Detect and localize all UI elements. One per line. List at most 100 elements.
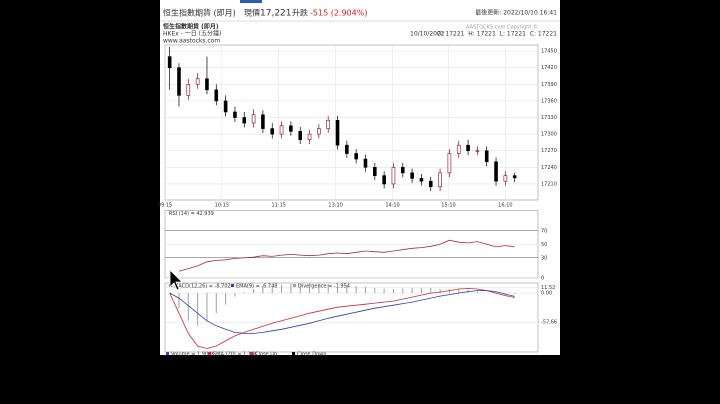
histogram-bar — [234, 293, 236, 297]
y-tick-label: 17390 — [541, 82, 557, 88]
histogram-bar — [197, 293, 199, 326]
candle-body — [270, 128, 275, 135]
y-tick-label: 17240 — [541, 165, 557, 171]
histogram-bar — [458, 289, 460, 294]
candle-body — [317, 128, 321, 135]
y-tick-label: 17300 — [541, 132, 557, 138]
candle-body — [345, 144, 349, 154]
candle-body — [233, 111, 237, 118]
candle-body — [335, 119, 340, 146]
legend-swatch — [231, 284, 234, 287]
chart-site: www.aastocks.com — [163, 38, 220, 45]
histogram-bar — [420, 288, 422, 294]
histogram-bar — [383, 288, 385, 294]
y-tick-label: 30 — [541, 255, 547, 261]
y-tick-label: 17420 — [541, 65, 557, 71]
histogram-bar — [392, 289, 394, 294]
histogram-bar — [355, 286, 357, 294]
series-line — [169, 290, 515, 334]
candle-body — [391, 167, 396, 185]
legend-label: Close Down — [297, 352, 326, 358]
legend-swatch — [166, 352, 169, 355]
y-tick-label: 50 — [541, 242, 547, 248]
candle-body — [494, 161, 498, 182]
histogram-bar — [327, 284, 329, 294]
histogram-bar — [225, 293, 227, 305]
candle-body — [326, 119, 330, 129]
candle-body — [223, 100, 228, 113]
y-tick-label: 0.00 — [541, 291, 552, 297]
tab-indicator — [240, 0, 262, 3]
candle-body — [400, 167, 405, 174]
candle-body — [279, 125, 284, 135]
legend-swatch — [250, 352, 253, 355]
x-tick-label: 15:10 — [441, 203, 455, 209]
chart-name: 恒生指數期貨 (即月) — [163, 23, 219, 31]
histogram-bar — [299, 283, 301, 294]
panel-title: RSI (14) = 42.939 — [169, 211, 214, 217]
plots: 17210 17240 17270 17300 17330 17360 17390 17420… — [158, 44, 557, 353]
candle-body — [484, 150, 489, 163]
candle-body — [373, 167, 377, 176]
histogram-bar — [402, 288, 404, 294]
y-tick-label: 17330 — [541, 115, 557, 121]
y-tick-label: 17270 — [541, 148, 557, 154]
histogram-bar — [439, 289, 441, 294]
candle-body — [177, 67, 181, 96]
histogram-bar — [253, 289, 255, 294]
x-tick-label: 09:15 — [158, 203, 172, 209]
histogram-bar — [514, 293, 516, 295]
histogram-bar — [374, 288, 376, 294]
title: 恒生指數期貨 (即月) — [163, 8, 236, 18]
histogram-bar — [430, 288, 432, 294]
candle-body — [503, 175, 508, 182]
panel — [160, 0, 560, 355]
histogram-bar — [178, 293, 180, 309]
candle-body — [419, 178, 424, 182]
legend-label: Close Up — [255, 352, 277, 358]
histogram-bar — [448, 289, 450, 294]
candle-body — [307, 133, 312, 140]
y-tick-label: -57.66 — [541, 320, 557, 326]
histogram-bar — [290, 284, 292, 294]
histogram-bar — [262, 287, 264, 294]
price-label: 現價 — [244, 9, 260, 18]
price: 17,221 — [260, 9, 292, 19]
histogram-bar — [187, 293, 189, 321]
x-tick-label: 10:15 — [215, 203, 229, 209]
legend-label: EMA(9) = -6.748 — [236, 284, 277, 290]
updated: 最後更新: 2022/10/10 16:41 — [475, 9, 557, 17]
candle-body — [447, 153, 452, 174]
candle-body — [382, 175, 386, 185]
histogram-bar — [206, 293, 208, 321]
histogram-bar — [337, 284, 339, 294]
candle-body — [410, 172, 414, 179]
series-line — [169, 288, 515, 349]
histogram-bar — [271, 285, 273, 294]
x-tick-label: 14:10 — [385, 203, 399, 209]
legend-swatch — [292, 352, 295, 355]
chart-ohlc: O: 17221 H: 17221 L: 17221 C: 17221 — [437, 31, 557, 38]
candle-body — [298, 131, 303, 140]
legend-label: MACD(12,26) = -8.702 — [174, 284, 231, 290]
legend-swatch — [208, 352, 211, 355]
candle-body — [242, 117, 247, 124]
series-line — [178, 239, 515, 272]
chart-date: 10/10/2022 — [410, 31, 445, 38]
candle-body — [195, 78, 200, 85]
plot-frame — [164, 282, 539, 353]
candle-body — [186, 84, 191, 96]
legend-label: Divergence = -1.954 — [298, 284, 350, 290]
histogram-bar — [243, 292, 245, 294]
histogram-bar — [411, 288, 413, 294]
y-tick-label: 0 — [541, 276, 544, 282]
legend-label: Volume = 1.904K — [171, 352, 215, 358]
x-tick-label: 16:10 — [498, 203, 512, 209]
y-tick-label: 70 — [541, 228, 547, 234]
y-tick-label: 17210 — [541, 181, 557, 187]
legend-swatch — [293, 284, 296, 287]
candle-body — [456, 144, 461, 154]
